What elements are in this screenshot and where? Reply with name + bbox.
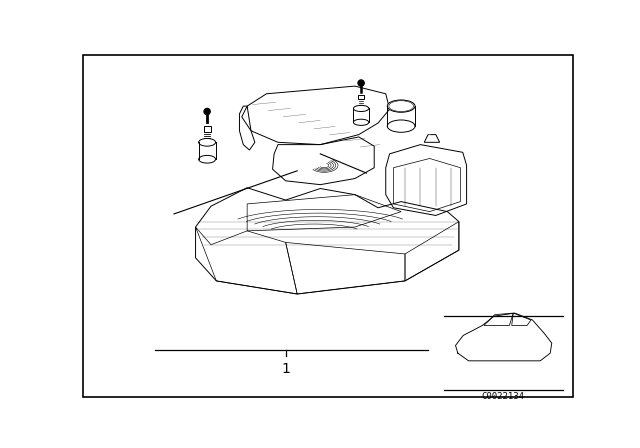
Circle shape [204,108,210,115]
Circle shape [525,352,544,370]
Circle shape [471,357,479,365]
Circle shape [427,128,433,134]
Ellipse shape [353,119,369,125]
Bar [204,126,211,132]
Ellipse shape [387,120,415,132]
Ellipse shape [353,105,369,112]
Circle shape [465,352,484,370]
Bar [358,95,364,99]
Text: 1: 1 [281,362,290,376]
Circle shape [358,80,364,86]
Ellipse shape [198,155,216,163]
Ellipse shape [387,100,415,112]
Ellipse shape [198,138,216,146]
Text: C0022134: C0022134 [482,392,525,401]
Circle shape [531,357,539,365]
